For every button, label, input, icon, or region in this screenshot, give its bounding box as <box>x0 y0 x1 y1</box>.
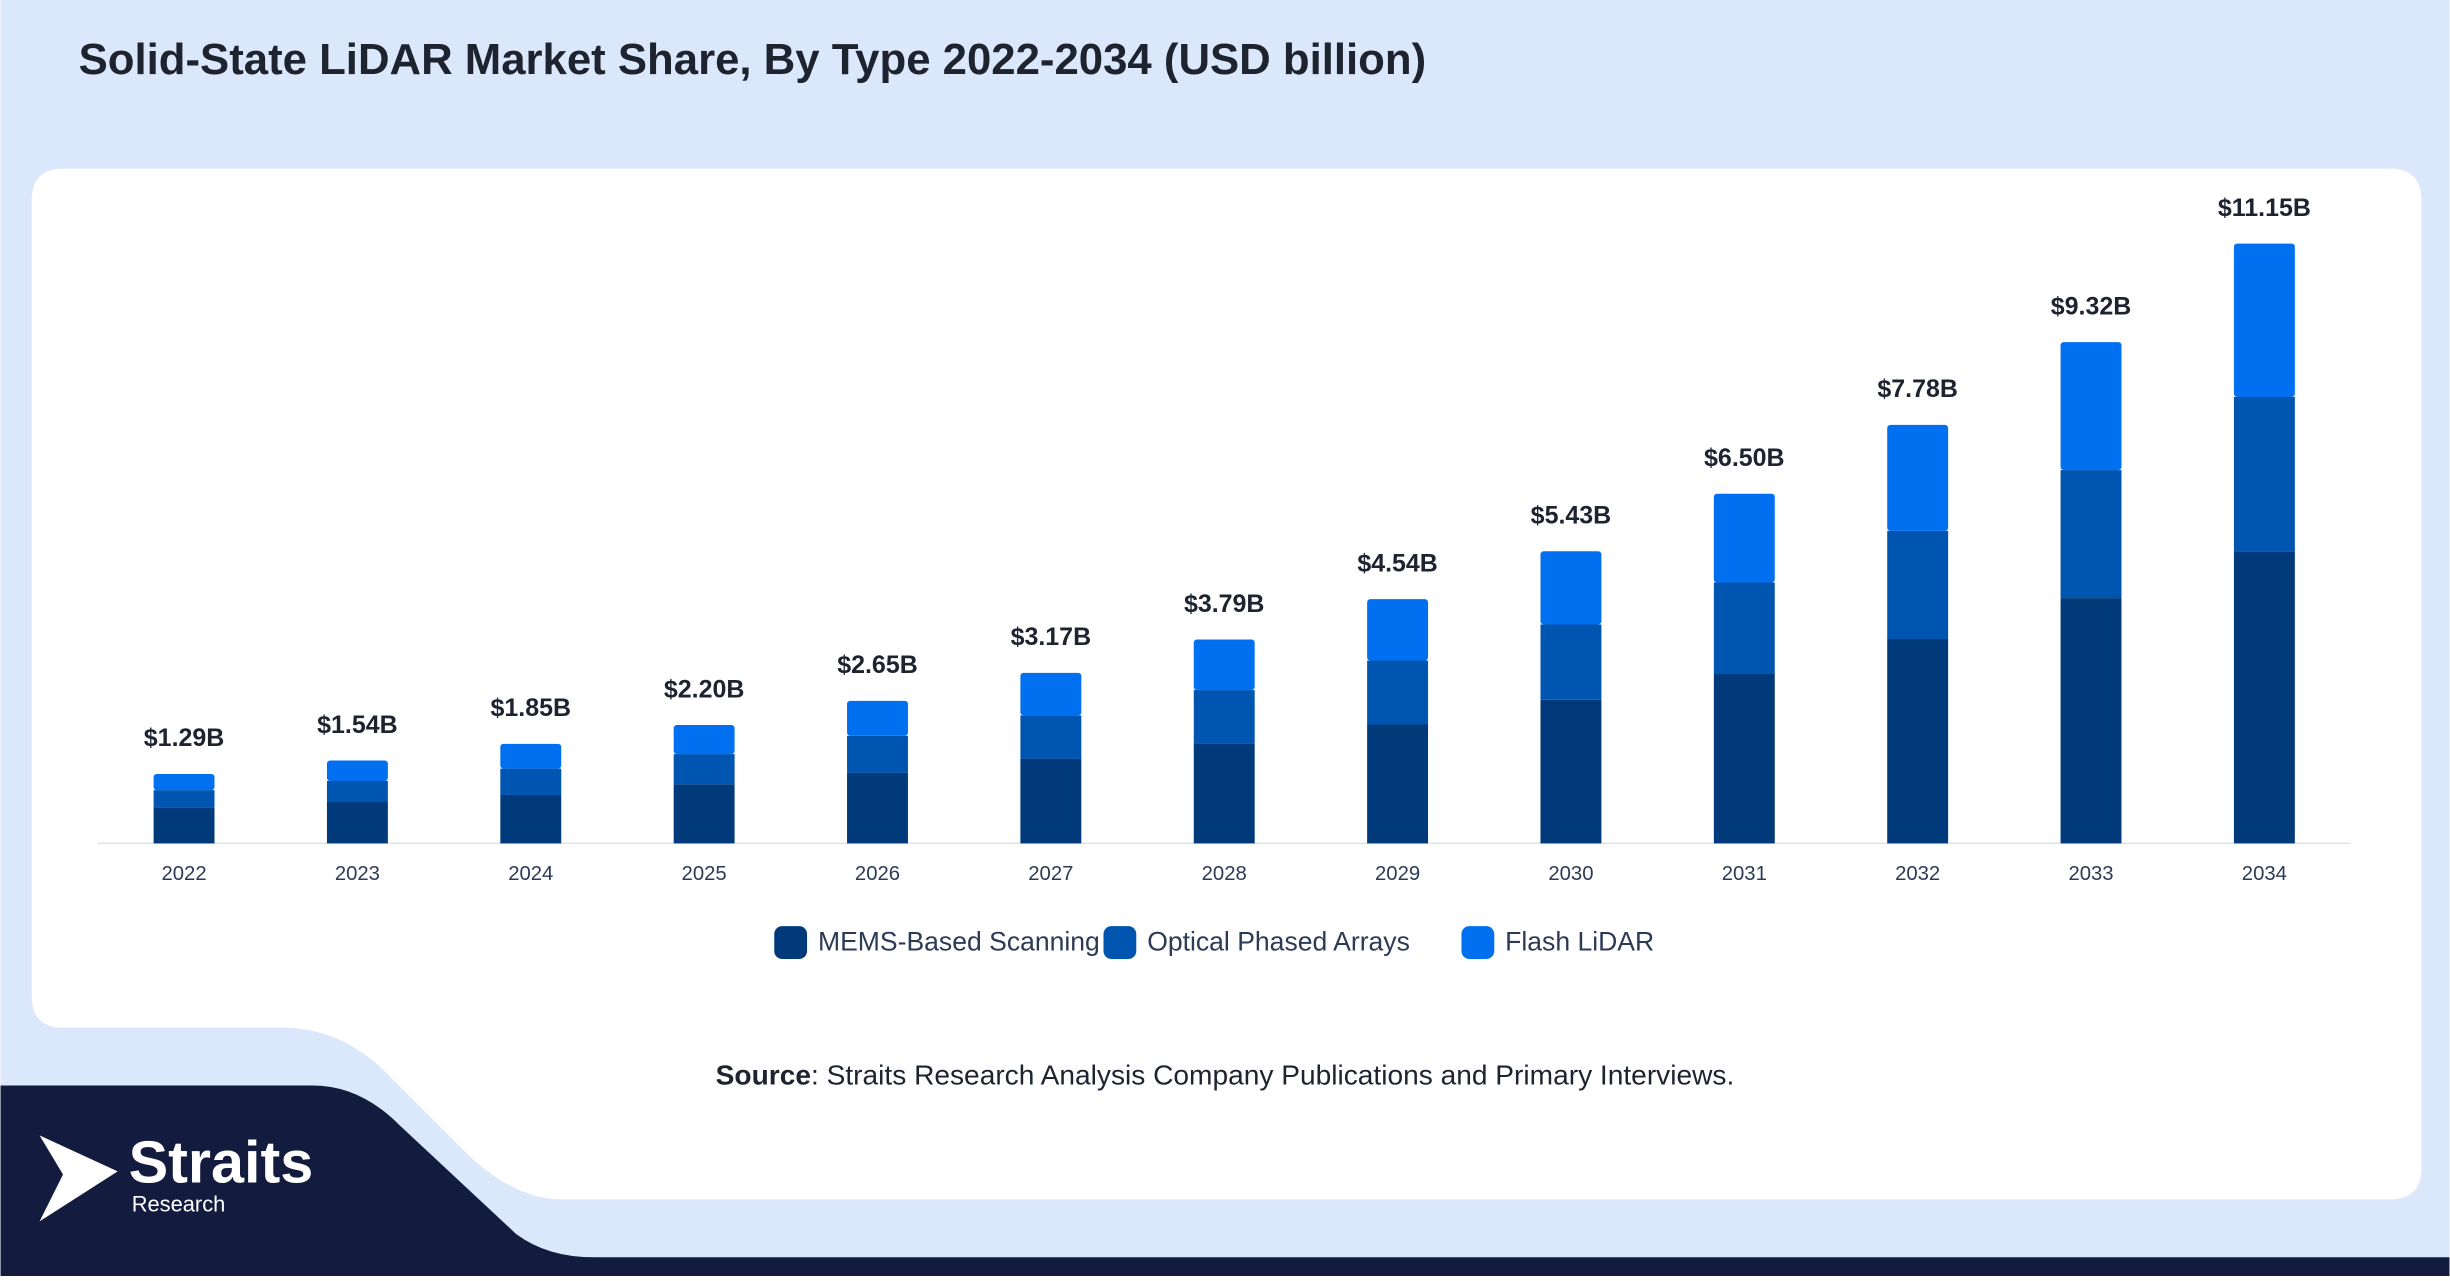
legend-label: MEMS-Based Scanning <box>818 926 1100 956</box>
x-tick-label: 2027 <box>1028 863 1073 885</box>
bar-segment <box>1367 660 1429 725</box>
x-tick-label: 2032 <box>1895 863 1940 885</box>
x-tick-label: 2034 <box>2242 863 2287 885</box>
total-label: $6.50B <box>1704 444 1785 472</box>
logo-icon <box>39 1135 118 1222</box>
x-tick-label: 2023 <box>335 863 380 885</box>
bar-segment <box>2060 598 2122 844</box>
footer-band <box>0 1085 2450 1276</box>
bar-segment <box>1887 530 1949 639</box>
bar-segment <box>2060 342 2122 471</box>
x-tick-label: 2022 <box>161 863 206 885</box>
bar-segment <box>1713 673 1775 844</box>
bar-segment <box>1193 690 1255 744</box>
bar-segment <box>500 743 562 769</box>
legend-swatch <box>1461 926 1495 959</box>
bar-segment <box>1713 493 1775 583</box>
total-label: $1.29B <box>144 724 225 752</box>
bar-segment <box>1540 699 1602 844</box>
x-tick-label: 2024 <box>508 863 553 885</box>
total-label: $2.20B <box>664 675 745 703</box>
total-label: $3.79B <box>1184 590 1265 618</box>
bar-segment <box>326 760 388 781</box>
bar-segment <box>2233 396 2295 552</box>
legend-label: Flash LiDAR <box>1505 926 1654 956</box>
bar-segment <box>847 735 908 773</box>
bar-segment <box>673 754 735 785</box>
total-label: $1.54B <box>317 711 398 739</box>
bar-segment <box>1887 638 1949 844</box>
total-label: $3.17B <box>1011 623 1092 651</box>
x-tick-label: 2028 <box>1202 863 1247 885</box>
x-tick-label: 2033 <box>2068 863 2113 885</box>
bar-segment <box>673 725 735 755</box>
x-tick-label: 2030 <box>1548 863 1593 885</box>
bar-segment <box>673 784 735 844</box>
source: Source: Straits Research Analysis Compan… <box>716 1060 1735 1091</box>
bar-segment <box>847 700 908 736</box>
bar-segment <box>1367 599 1429 661</box>
bar-segment <box>153 773 215 791</box>
bar-segment <box>500 794 562 844</box>
x-tick-label: 2025 <box>682 863 727 885</box>
bar-segment <box>2233 243 2295 397</box>
total-label: $1.85B <box>491 694 572 722</box>
bar-segment <box>153 807 215 844</box>
bar-segment <box>326 801 388 844</box>
source-text: : Straits Research Analysis Company Publ… <box>811 1060 1734 1091</box>
bar-segment <box>2060 470 2122 599</box>
logo-sub: Research <box>132 1191 226 1216</box>
x-tick-label: 2031 <box>1722 863 1767 885</box>
bar-segment <box>500 768 562 795</box>
total-label: $4.54B <box>1357 549 1438 577</box>
bar-segment <box>326 780 388 802</box>
bar-segment <box>1020 758 1082 844</box>
bar-segment <box>1020 672 1082 716</box>
total-label: $2.65B <box>837 651 918 679</box>
total-label: $9.32B <box>2051 292 2132 320</box>
logo-name: Straits <box>129 1128 314 1195</box>
chart-title: Solid-State LiDAR Market Share, By Type … <box>79 35 1427 84</box>
legend-swatch <box>774 926 808 959</box>
bar-segment <box>847 772 908 844</box>
total-label: $11.15B <box>2218 194 2311 222</box>
bar-segment <box>1020 715 1082 759</box>
bar-segment <box>1193 743 1255 844</box>
x-tick-label: 2029 <box>1375 863 1420 885</box>
legend-swatch <box>1103 926 1137 959</box>
bar-segment <box>1193 639 1255 691</box>
bar-segment <box>153 790 215 808</box>
x-tick-label: 2026 <box>855 863 900 885</box>
bar-segment <box>1367 724 1429 844</box>
bar-segment <box>1540 551 1602 625</box>
total-label: $5.43B <box>1531 502 1612 530</box>
legend-label: Optical Phased Arrays <box>1147 926 1410 956</box>
bar-segment <box>2233 551 2295 844</box>
total-label: $7.78B <box>1877 375 1958 403</box>
source-label: Source <box>716 1060 811 1091</box>
bar-segment <box>1540 624 1602 700</box>
bar-segment <box>1887 424 1949 531</box>
bar-segment <box>1713 582 1775 674</box>
